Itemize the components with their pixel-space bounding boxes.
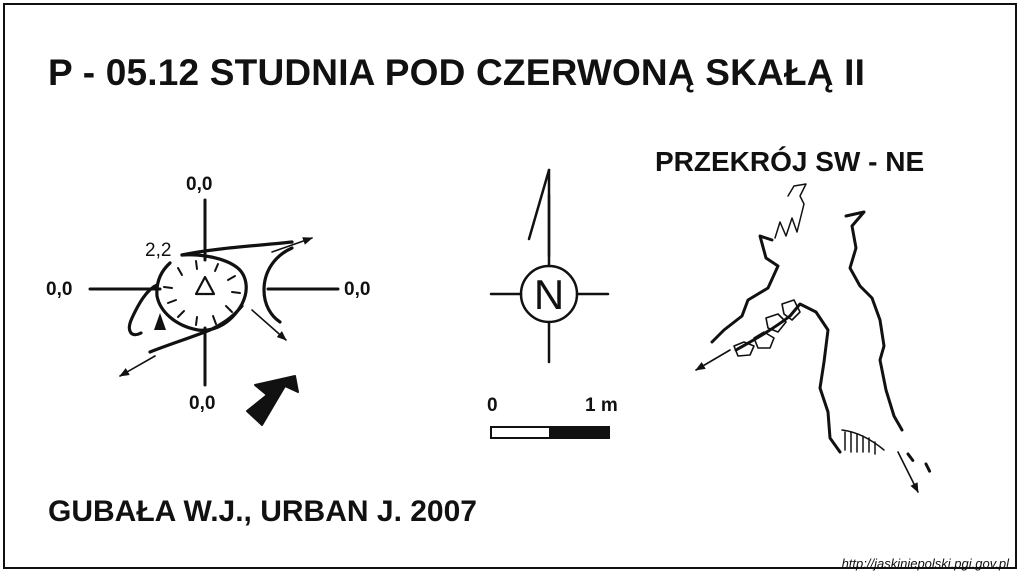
plan-depth-label: 2,2 xyxy=(145,240,172,261)
authors-credit: GUBAŁA W.J., URBAN J. 2007 xyxy=(48,495,477,528)
zigzag-top xyxy=(774,183,807,239)
source-url: http://jaskiniepolski.pgi.gov.pl xyxy=(841,556,1009,571)
rubble-hatch xyxy=(841,429,885,455)
north-letter: N xyxy=(534,271,564,318)
cave-outline xyxy=(127,240,294,354)
survey-station-icon xyxy=(194,275,216,296)
plan-label-left: 0,0 xyxy=(46,279,73,300)
boulders xyxy=(733,299,801,357)
passage-arrows xyxy=(119,237,313,377)
notch-mark xyxy=(154,313,166,330)
hachure-marks xyxy=(163,260,241,326)
plan-label-right: 0,0 xyxy=(344,279,371,300)
scale-bar-icon xyxy=(490,426,610,439)
north-arrow-icon xyxy=(489,168,610,364)
scale-label-end: 1 m xyxy=(585,395,618,416)
map-frame xyxy=(3,3,1017,569)
scale-label-start: 0 xyxy=(487,395,498,416)
plan-label-bottom: 0,0 xyxy=(189,393,216,414)
plan-label-top: 0,0 xyxy=(186,174,213,195)
cross-section-drawing-icon xyxy=(695,183,934,493)
map-title: P - 05.12 STUDNIA POD CZERWONĄ SKAŁĄ II xyxy=(48,52,866,93)
cross-section-title: PRZEKRÓJ SW - NE xyxy=(655,146,925,177)
entrance-arrow-icon xyxy=(246,375,299,426)
section-arrows xyxy=(695,349,919,493)
plan-view xyxy=(88,198,340,426)
section-walls xyxy=(710,210,934,478)
